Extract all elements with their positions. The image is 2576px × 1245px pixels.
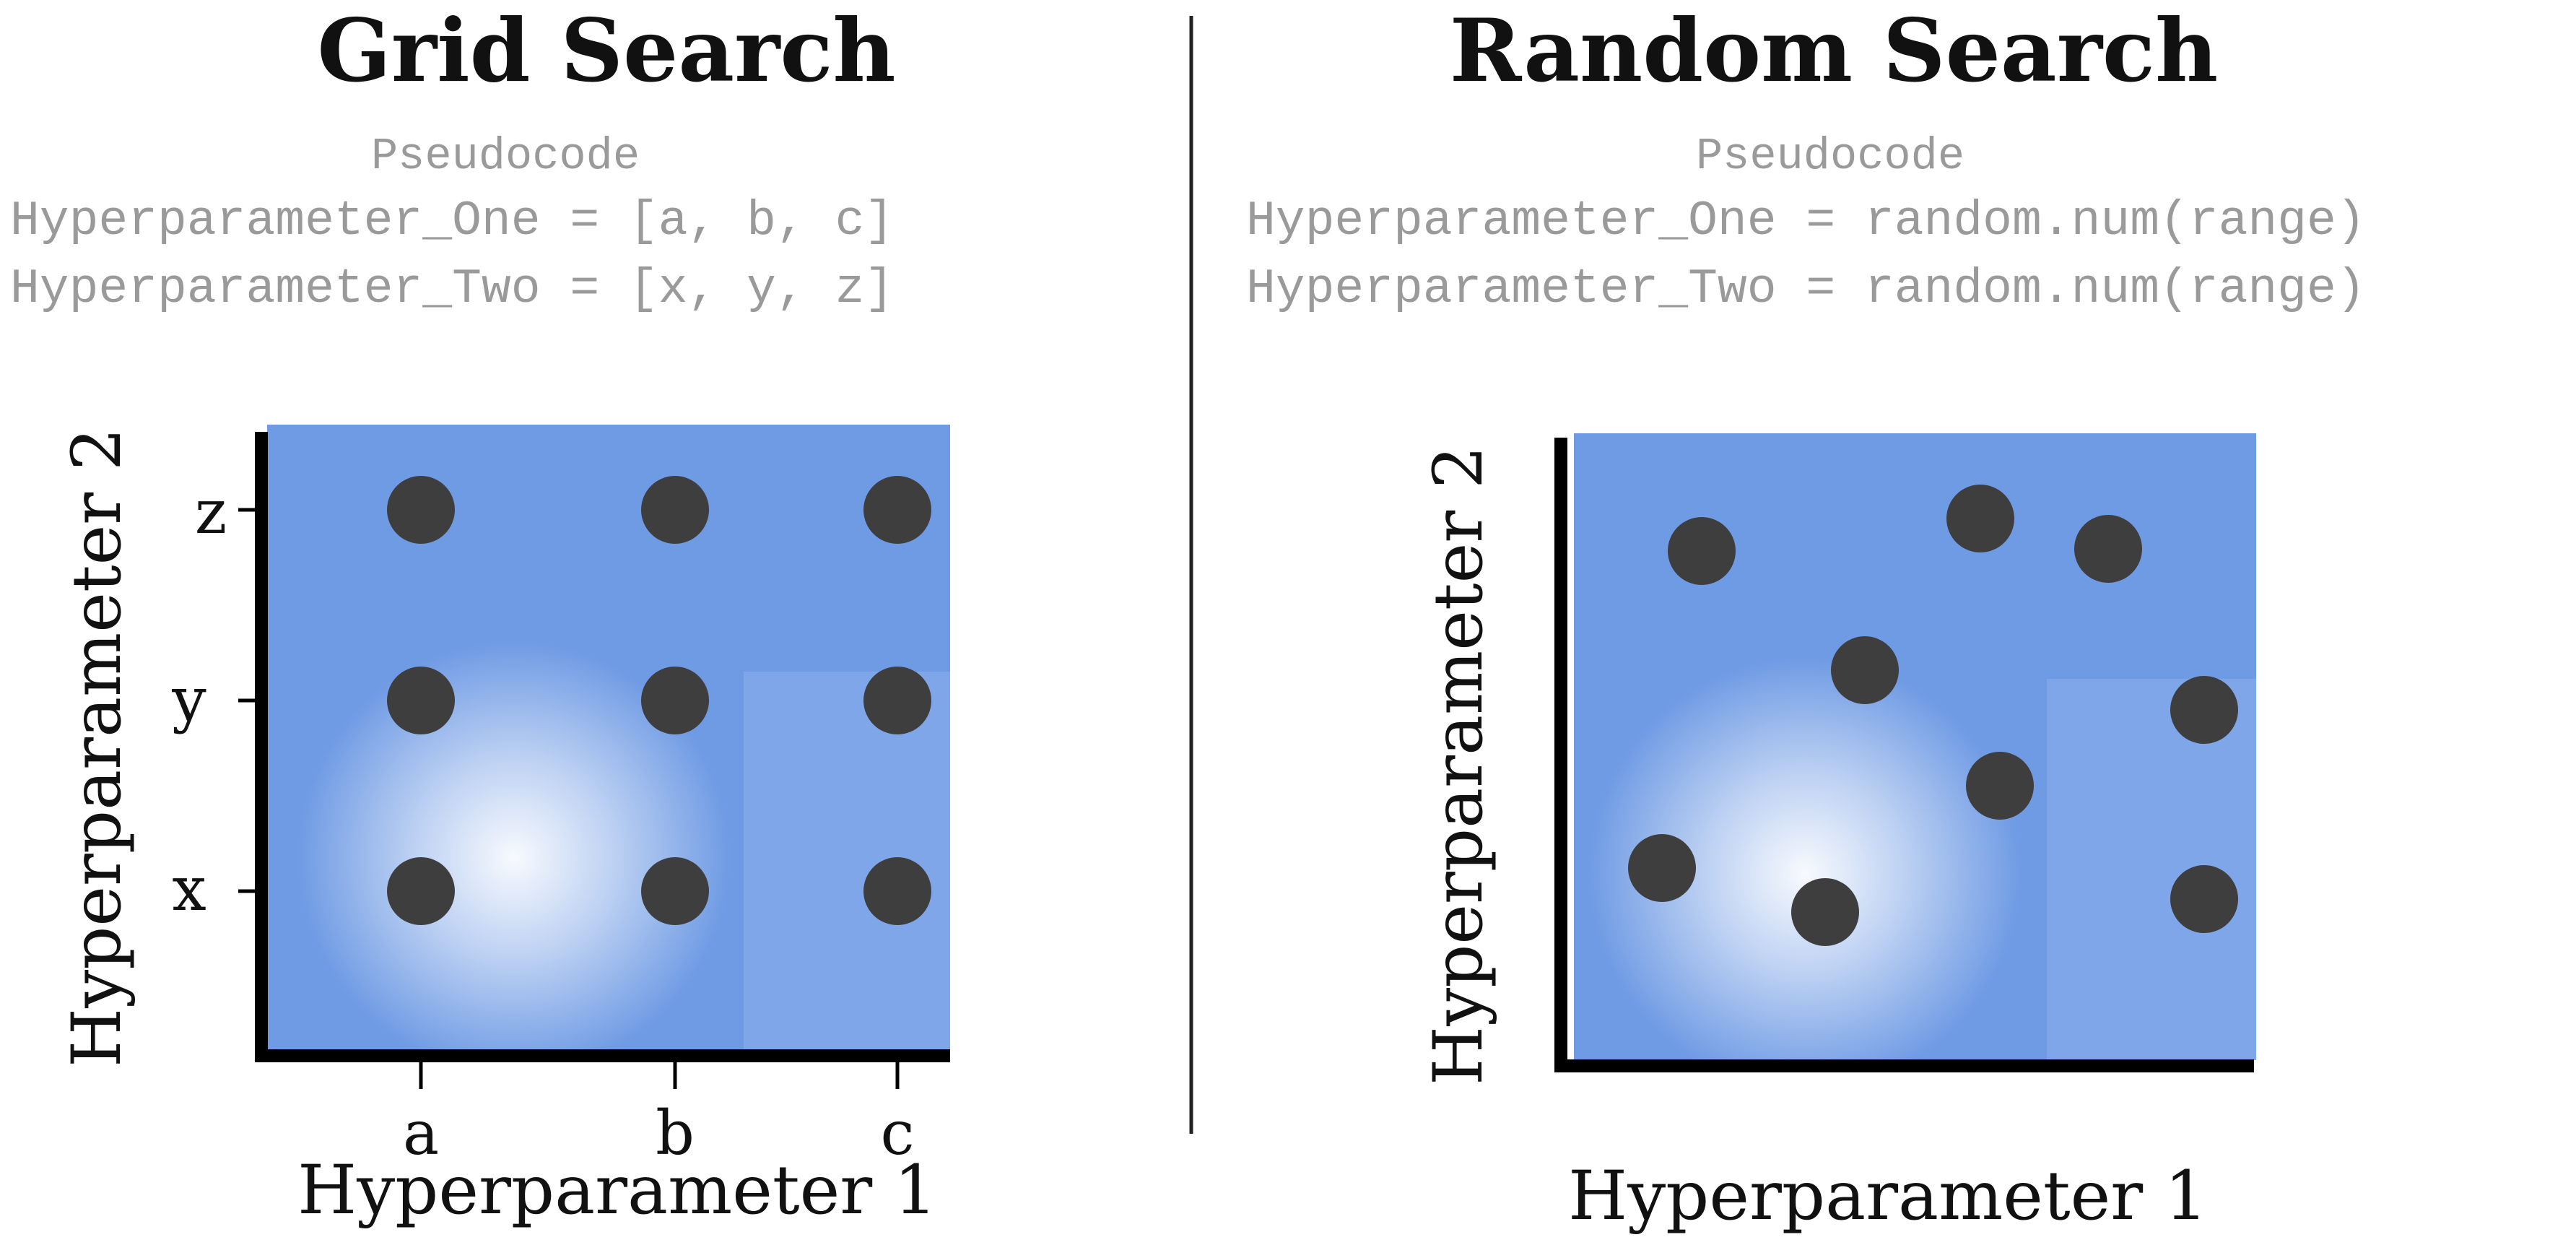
random-sample-point bbox=[1628, 834, 1696, 902]
random-pseudocode-label: Pseudocode bbox=[1695, 131, 1965, 182]
random-y-axis-label: Hyperparameter 2 bbox=[1419, 446, 1498, 1085]
grid-sample-point bbox=[641, 857, 709, 925]
grid-sample-point bbox=[863, 667, 931, 734]
grid-y-tick-label-y: y bbox=[171, 664, 206, 735]
grid-x-tick-label-c: c bbox=[880, 1098, 914, 1168]
grid-code-line-1: Hyperparameter_One = [a, b, c] bbox=[10, 194, 895, 249]
grid-sample-point bbox=[863, 857, 931, 925]
grid-sample-point bbox=[387, 857, 455, 925]
random-sample-point bbox=[1831, 636, 1899, 704]
grid-x-axis-label: Hyperparameter 1 bbox=[297, 1151, 937, 1230]
grid-sample-point bbox=[387, 476, 455, 544]
grid-pseudocode-label: Pseudocode bbox=[370, 131, 640, 182]
grid-code-line-2: Hyperparameter_Two = [x, y, z] bbox=[10, 261, 895, 317]
grid-search-title: Grid Search bbox=[317, 0, 896, 102]
grid-sample-point bbox=[641, 476, 709, 544]
random-sample-point bbox=[2170, 676, 2238, 744]
random-code-line-1: Hyperparameter_One = random.num(range) bbox=[1246, 194, 2366, 249]
grid-sample-point bbox=[641, 667, 709, 734]
random-sample-point bbox=[1668, 517, 1736, 585]
random-search-title: Random Search bbox=[1449, 0, 2219, 102]
random-sample-point bbox=[2170, 865, 2238, 933]
random-code-line-2: Hyperparameter_Two = random.num(range) bbox=[1246, 261, 2366, 317]
random-sample-point bbox=[2074, 515, 2142, 583]
grid-x-tick-label-b: b bbox=[656, 1098, 695, 1168]
grid-x-tick-label-a: a bbox=[403, 1098, 439, 1168]
grid-y-tick-label-x: x bbox=[172, 854, 206, 924]
random-x-axis-label: Hyperparameter 1 bbox=[1568, 1157, 2208, 1236]
grid-sample-point bbox=[863, 476, 931, 544]
random-sample-point bbox=[1791, 878, 1859, 946]
grid-sample-point bbox=[387, 667, 455, 734]
grid-search-plot: z y x a b c Hyperparameter 1 Hyperparame… bbox=[58, 425, 950, 1230]
random-sample-point bbox=[1966, 752, 2034, 820]
grid-y-axis-label: Hyperparameter 2 bbox=[58, 428, 136, 1067]
random-sample-point bbox=[1946, 485, 2014, 552]
random-search-plot: Hyperparameter 1 Hyperparameter 2 bbox=[1419, 433, 2256, 1236]
grid-y-tick-label-z: z bbox=[195, 477, 227, 547]
random-optimum-glow bbox=[1574, 433, 2256, 1060]
grid-optimum-glow bbox=[267, 425, 950, 1053]
